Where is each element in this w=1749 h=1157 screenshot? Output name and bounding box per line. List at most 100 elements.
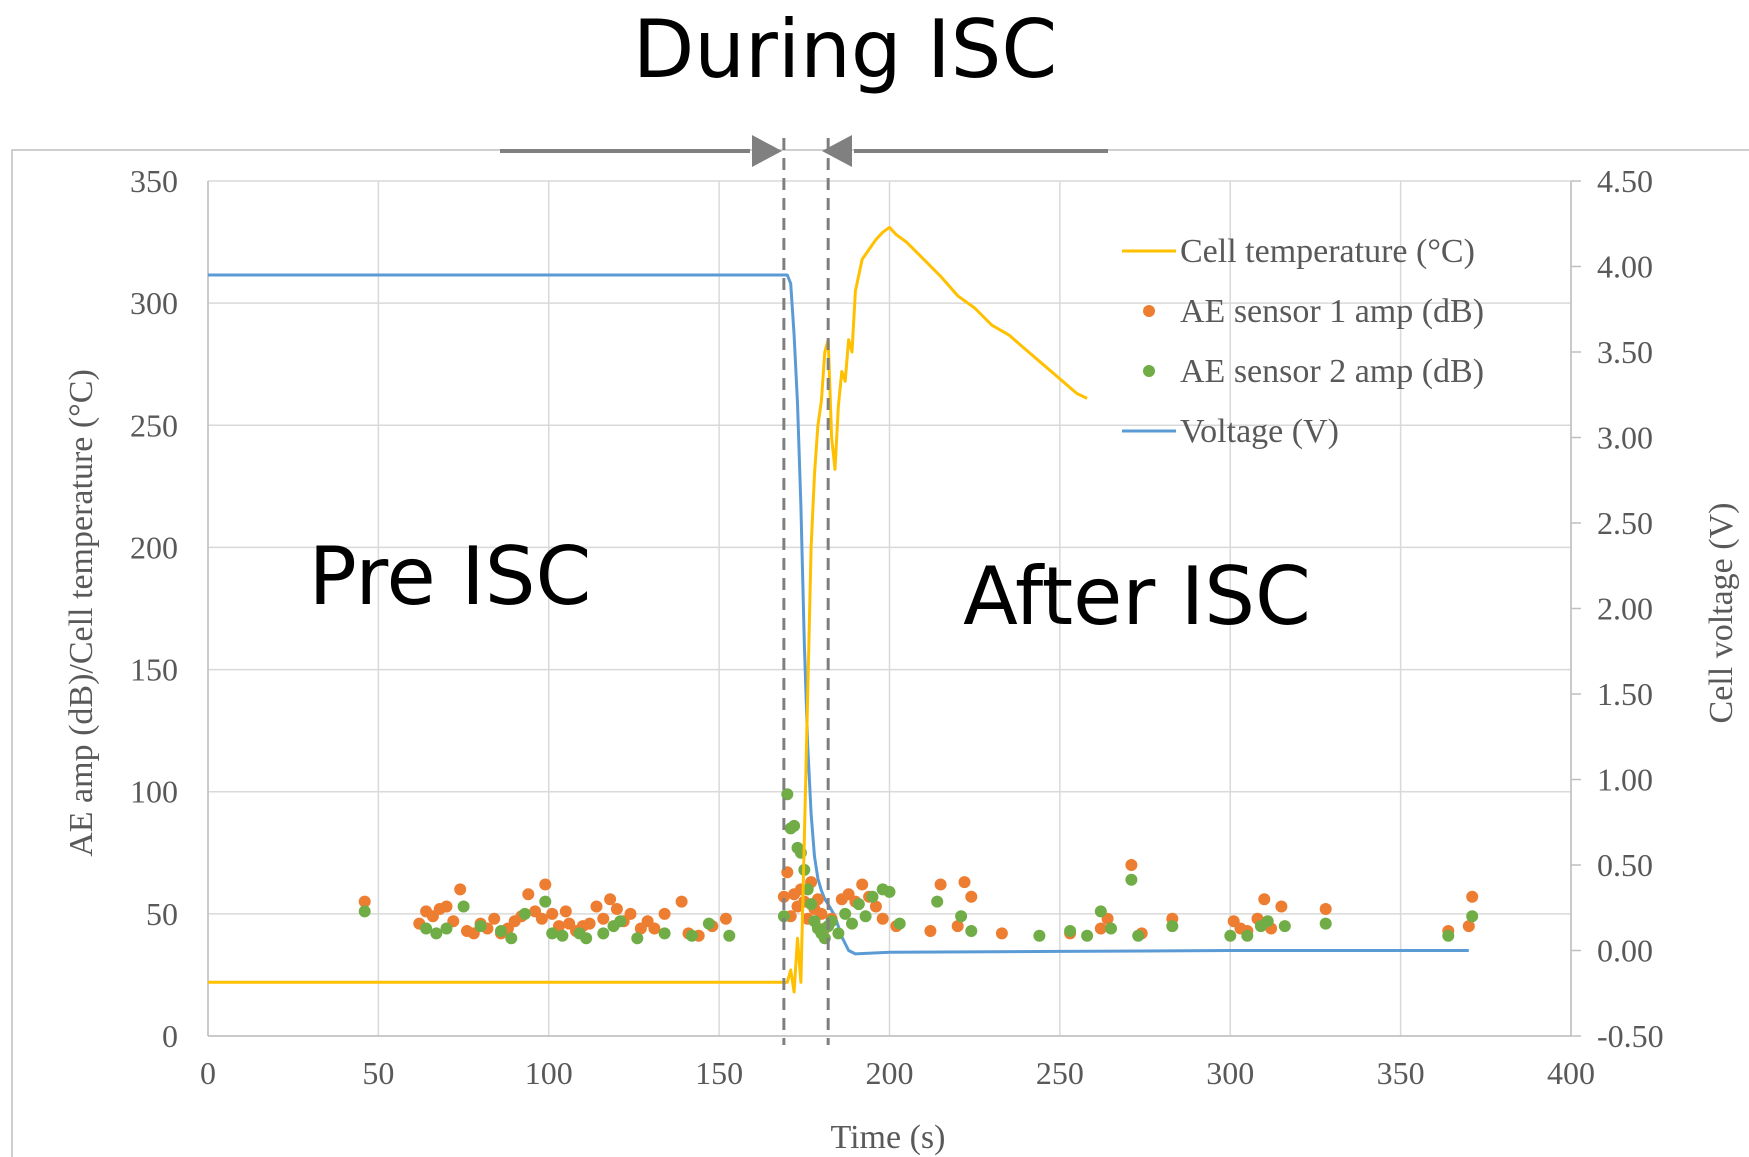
data-point [675, 895, 688, 908]
chart-frame [11, 149, 1749, 1157]
data-point [1466, 890, 1479, 903]
y2-tick-label: 2.50 [1597, 505, 1653, 541]
data-point [852, 898, 865, 911]
data-point [832, 927, 845, 940]
x-tick-label: 150 [695, 1055, 743, 1091]
data-point [658, 907, 671, 920]
data-point [1064, 925, 1077, 937]
x-axis-title: Time (s) [831, 1119, 946, 1156]
y2-tick-label: 1.50 [1597, 676, 1653, 712]
data-point [597, 927, 610, 940]
after-isc-label: After ISC [963, 550, 1311, 643]
data-point [546, 907, 559, 920]
data-point [580, 932, 593, 945]
data-point [1319, 917, 1332, 930]
x-tick-label: 50 [362, 1055, 394, 1091]
data-point [965, 890, 978, 903]
data-point [556, 929, 569, 942]
data-point [505, 932, 518, 945]
y2-tick-label: 4.50 [1597, 163, 1653, 199]
pre-isc-label: Pre ISC [309, 530, 592, 623]
data-point [1275, 900, 1288, 913]
x-tick-label: 350 [1377, 1055, 1425, 1091]
data-point [559, 905, 572, 918]
data-point [583, 917, 596, 930]
data-point [866, 890, 879, 903]
data-point [522, 888, 535, 901]
x-tick-label: 400 [1547, 1055, 1595, 1091]
data-point [474, 920, 487, 933]
data-point [924, 925, 937, 937]
data-point [648, 922, 661, 935]
y2-tick-label: 4.00 [1597, 249, 1653, 285]
data-point [495, 925, 507, 937]
y2-axis-title: Cell voltage (V) [1703, 503, 1740, 724]
x-tick-label: 300 [1206, 1055, 1254, 1091]
legend-label-temperature: Cell temperature (°C) [1180, 233, 1475, 270]
data-point [1278, 920, 1291, 933]
data-point [805, 898, 818, 911]
data-point [535, 912, 548, 925]
data-point [624, 907, 637, 920]
data-point [856, 878, 869, 891]
y-axis-title: AE amp (dB)/Cell temperature (°C) [63, 369, 100, 857]
right-arrow [822, 135, 1108, 167]
voltage-line [208, 273, 1469, 956]
data-point [430, 927, 443, 940]
data-point [685, 929, 698, 942]
series-layer [208, 225, 1479, 994]
data-point [614, 915, 627, 928]
y2-tick-label: 3.00 [1597, 420, 1653, 456]
data-point [358, 895, 371, 908]
data-point [358, 905, 371, 918]
y-tick-label: 200 [130, 529, 178, 565]
data-point [1166, 920, 1179, 933]
data-point [454, 883, 467, 896]
grid-layer [207, 180, 1581, 1037]
y-tick-label: 50 [146, 896, 178, 932]
legend-swatch-ae2 [1143, 365, 1155, 377]
data-point [1033, 929, 1046, 942]
data-point [1132, 929, 1145, 942]
data-point [1094, 905, 1107, 918]
data-point [788, 819, 801, 832]
ae-sensor-2-points [358, 788, 1479, 945]
data-point [777, 910, 790, 923]
data-point [1125, 859, 1138, 871]
y2-tick-labels: -0.50 0.00 0.50 1.00 1.50 2.00 2.50 3.00 3.50 4.0… [1597, 163, 1664, 1054]
left-arrow [500, 135, 782, 167]
legend-label-voltage: Voltage (V) [1180, 413, 1339, 450]
data-point [631, 932, 644, 945]
legend: Cell temperature (°C) AE sensor 1 amp (d… [1122, 233, 1484, 450]
data-point [958, 876, 971, 889]
data-point [457, 900, 470, 913]
data-point [604, 893, 617, 906]
data-point [931, 895, 944, 908]
data-point [1081, 929, 1094, 942]
y-tick-label: 150 [130, 652, 178, 688]
data-point [893, 917, 906, 930]
data-point [869, 900, 882, 913]
data-point [590, 900, 603, 913]
data-point [1258, 893, 1271, 906]
data-point [440, 922, 453, 935]
data-point [934, 878, 947, 891]
x-tick-label: 0 [200, 1055, 216, 1091]
data-point [965, 925, 978, 937]
data-point [777, 890, 790, 903]
data-point [702, 917, 715, 930]
temperature-line [208, 225, 1088, 994]
data-point [1319, 903, 1332, 915]
data-point [610, 903, 623, 915]
data-point [1224, 929, 1237, 942]
legend-label-ae2: AE sensor 2 amp (dB) [1180, 353, 1484, 390]
y2-tick-label: 0.00 [1597, 933, 1653, 969]
y-tick-label: 350 [130, 163, 178, 199]
data-point [1125, 873, 1138, 886]
data-point [1442, 929, 1455, 942]
y-tick-label: 300 [130, 285, 178, 321]
data-point [723, 929, 736, 942]
x-tick-label: 100 [525, 1055, 573, 1091]
x-tick-label: 200 [866, 1055, 914, 1091]
